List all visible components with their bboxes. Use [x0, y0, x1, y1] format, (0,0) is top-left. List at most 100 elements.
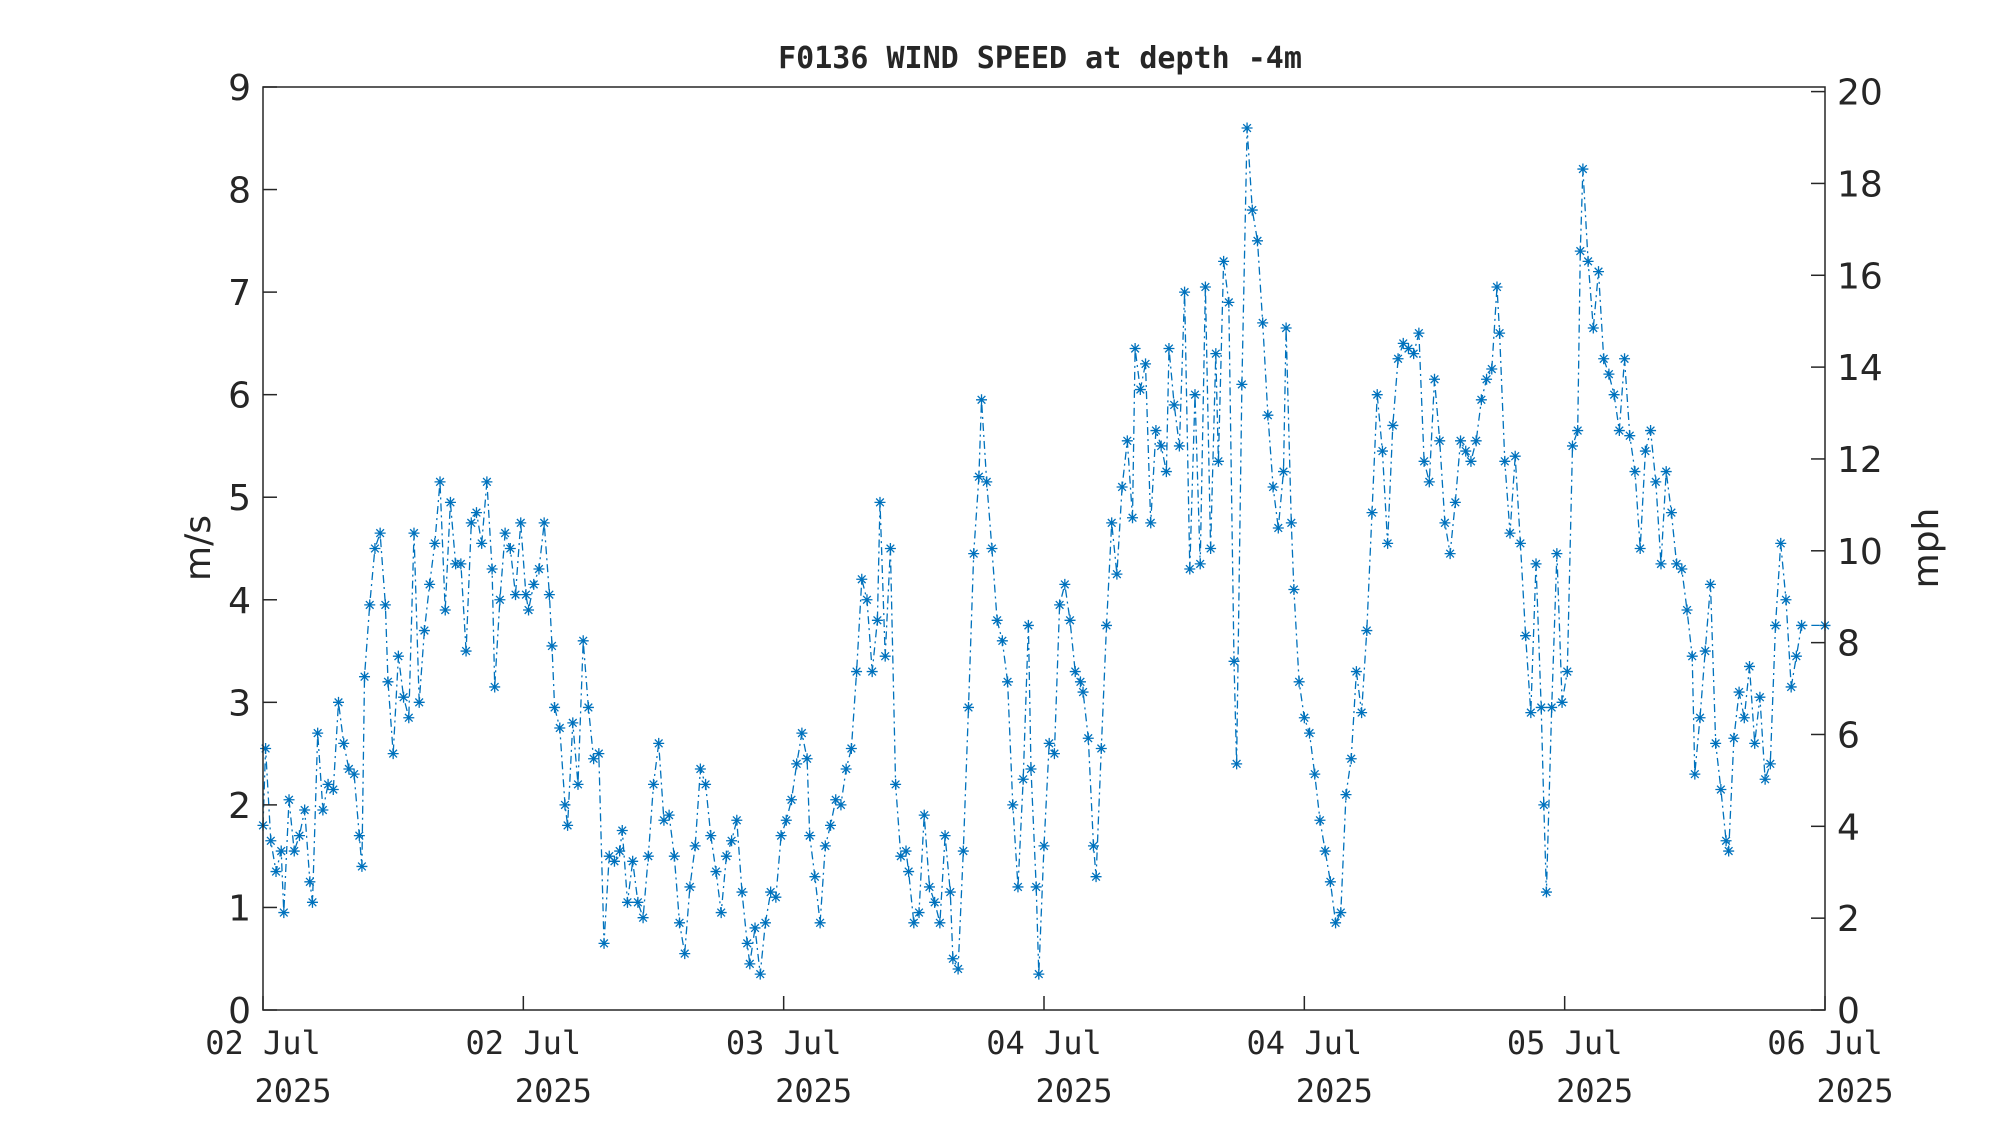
data-point: [1002, 676, 1014, 688]
data-point: [1262, 409, 1274, 421]
data-point: [1309, 768, 1321, 780]
data-point: [1212, 455, 1224, 467]
data-point: [1392, 353, 1404, 365]
data-point: [304, 876, 316, 888]
data-point: [819, 840, 831, 852]
data-point: [1194, 558, 1206, 570]
data-point: [1790, 650, 1802, 662]
x-tick-label-day: 06 Jul: [1767, 1024, 1883, 1062]
data-point: [923, 881, 935, 893]
data-point: [577, 635, 589, 647]
data-point: [830, 794, 842, 806]
x-tick-label-year: 2025: [1556, 1072, 1633, 1110]
data-point: [1033, 968, 1045, 980]
data-point: [1025, 763, 1037, 775]
x-tick-label-year: 2025: [1035, 1072, 1112, 1110]
data-point: [614, 845, 626, 857]
data-point: [1150, 425, 1162, 437]
data-point: [1465, 455, 1477, 467]
data-point: [1184, 563, 1196, 575]
data-point: [840, 763, 852, 775]
data-point: [642, 850, 654, 862]
data-point: [424, 578, 436, 590]
data-point: [283, 794, 295, 806]
data-point: [632, 896, 644, 908]
data-point: [1796, 619, 1808, 631]
data-point: [1613, 425, 1625, 437]
data-point: [1402, 343, 1414, 355]
left-tick-label: 6: [228, 376, 251, 417]
right-tick-label: 8: [1837, 624, 1860, 665]
data-point: [663, 809, 675, 821]
data-point: [1720, 835, 1732, 847]
data-point: [1645, 425, 1657, 437]
data-point: [1733, 686, 1745, 698]
data-point: [1134, 384, 1146, 396]
data-point: [374, 527, 386, 539]
data-point: [1715, 784, 1727, 796]
data-point: [637, 912, 649, 924]
data-point: [874, 496, 886, 508]
data-point: [429, 537, 441, 549]
data-point: [1179, 286, 1191, 298]
data-point: [1655, 558, 1667, 570]
data-point: [1738, 712, 1750, 724]
data-point: [444, 496, 456, 508]
data-point: [543, 589, 555, 601]
data-point: [538, 517, 550, 529]
data-point: [1520, 630, 1532, 642]
data-point: [1723, 845, 1735, 857]
data-point: [1624, 430, 1636, 442]
data-point: [900, 845, 912, 857]
data-point: [1251, 235, 1263, 247]
data-point: [1205, 543, 1217, 554]
data-point: [1356, 707, 1368, 719]
data-point: [1059, 578, 1071, 590]
data-point: [455, 558, 467, 570]
data-point: [598, 937, 610, 949]
data-point: [1345, 753, 1357, 765]
data-point: [470, 507, 482, 519]
data-point: [1704, 578, 1716, 590]
data-point: [1535, 701, 1547, 713]
x-tick-label-day: 02 Jul: [466, 1024, 582, 1062]
data-point: [996, 635, 1008, 647]
data-point: [1017, 773, 1029, 785]
left-y-axis: 0 1 2 3 4 5 6 7 8 9: [228, 68, 277, 1032]
data-point: [903, 866, 915, 878]
data-point: [684, 881, 696, 893]
data-point: [1241, 122, 1253, 134]
right-tick-label: 18: [1837, 164, 1883, 205]
right-y-axis: 0 2 4 6 8 10 12 14 16 18 20: [1811, 73, 1883, 1032]
data-point: [1546, 701, 1558, 713]
data-point: [1686, 650, 1698, 662]
data-point: [1455, 435, 1467, 447]
data-point: [1272, 522, 1284, 534]
data-point: [835, 799, 847, 811]
data-point: [1418, 455, 1430, 467]
data-point: [1189, 389, 1201, 401]
data-point: [1231, 758, 1243, 770]
data-point: [343, 763, 355, 775]
data-point: [1744, 660, 1755, 672]
data-point: [379, 599, 391, 611]
data-point: [1475, 394, 1487, 406]
data-point: [689, 840, 701, 852]
data-point: [481, 476, 493, 488]
data-point: [981, 476, 993, 488]
right-tick-label: 14: [1837, 348, 1883, 389]
left-tick-label: 4: [228, 581, 251, 622]
data-point: [627, 855, 639, 867]
left-tick-label: 1: [228, 888, 251, 929]
data-point: [1561, 666, 1573, 678]
data-point: [460, 645, 472, 657]
data-point: [549, 701, 561, 713]
data-point: [710, 866, 722, 878]
data-point: [1106, 517, 1118, 529]
data-point: [1593, 266, 1605, 278]
data-point: [809, 871, 821, 883]
right-tick-label: 4: [1837, 807, 1860, 848]
data-point: [1566, 440, 1578, 452]
data-point: [1376, 445, 1388, 457]
data-point: [369, 543, 381, 554]
